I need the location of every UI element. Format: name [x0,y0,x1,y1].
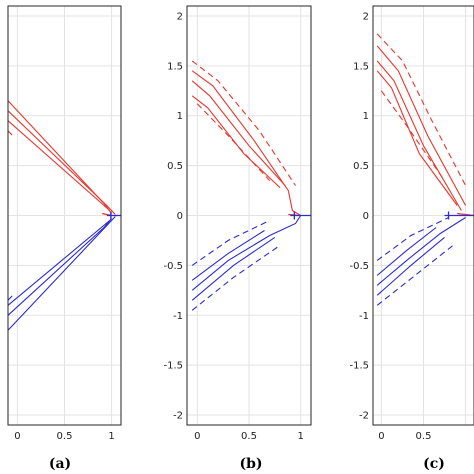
y-tick-label: 1.5 [353,61,369,72]
red-trajectory [376,70,458,206]
x-tick-label: 1 [297,431,303,442]
blue-trajectory [7,218,113,316]
axes-frame [7,5,122,426]
red-trajectory [7,120,111,211]
y-tick-label: -2 [173,411,183,422]
blue-dashed-trajectory [376,217,450,261]
y-tick-label: 1 [177,111,183,122]
blue-trajectory [7,220,111,306]
y-tick-label: 0.5 [353,161,369,172]
red-trajectory [7,100,113,214]
panel-caption: (b) [239,456,262,472]
axes-frame [186,5,312,426]
y-tick-label: 0 [363,211,369,222]
red-dashed-trajectory [191,60,296,186]
x-tick-label: 0.5 [416,431,432,442]
panel-1: 0 0.5 1 (a) [7,5,122,472]
panel-2: 2 1.5 1 0.5 0 -0.5 -1 -1.5 -2 0 0.5 1 (b) [163,5,312,472]
blue-trajectory [191,236,276,301]
y-tick-label: 0 [177,211,183,222]
blue-dashed-trajectory [191,244,281,311]
red-dashed-trajectory [7,130,14,137]
blue-dashed-trajectory [7,294,14,301]
axes-frame [372,5,474,426]
blue-dashed-trajectory [191,220,270,266]
y-tick-label: -1.5 [163,361,183,372]
red-trajectory [191,70,301,216]
x-tick-label: 0.5 [241,431,257,442]
x-tick-label: 0.5 [57,431,73,442]
x-tick-label: 0 [14,431,20,442]
panel-caption: (c) [423,456,445,472]
y-tick-label: 2 [363,11,369,22]
x-tick-label: 0 [194,431,200,442]
red-trajectory [191,95,281,189]
y-tick-label: -2 [359,411,369,422]
y-tick-label: -1.5 [349,361,369,372]
blue-trajectory [191,215,302,291]
blue-trajectory [376,236,445,296]
y-tick-label: 1 [363,111,369,122]
x-tick-label: 0 [378,431,384,442]
red-trajectory [191,80,286,186]
blue-trajectory [376,217,466,286]
y-tick-label: 2 [177,11,183,22]
red-dashed-trajectory [380,90,445,181]
panel-caption: (a) [49,456,71,472]
y-tick-label: 0.5 [167,161,183,172]
y-tick-label: 1.5 [167,61,183,72]
x-tick-label: 1 [108,431,114,442]
y-tick-label: -0.5 [349,261,369,272]
blue-trajectory [7,216,116,331]
y-tick-label: -1 [359,311,369,322]
y-tick-label: -0.5 [163,261,183,272]
red-trajectory [7,110,116,215]
blue-trajectory [376,227,437,276]
red-dashed-trajectory [376,33,467,186]
blue-dashed-trajectory [376,244,454,306]
y-tick-label: -1 [173,311,183,322]
panel-3: 2 1.5 1 0.5 0 -0.5 -1 -1.5 -2 0 0.5 (c) [349,5,474,472]
red-trajectory [376,45,467,206]
blue-trajectory [191,230,265,281]
red-trajectory [376,60,462,211]
